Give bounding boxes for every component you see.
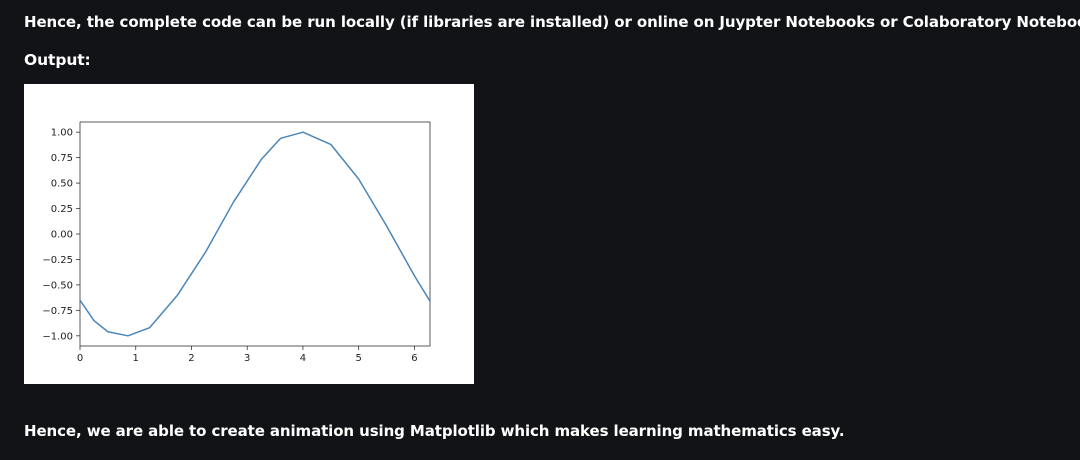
x-tick-label: 5: [355, 353, 361, 364]
output-label: Output:: [24, 51, 91, 69]
intro-paragraph: Hence, the complete code can be run loca…: [24, 13, 1080, 31]
x-tick-label: 3: [244, 353, 250, 364]
y-tick-label: −1.00: [42, 331, 73, 342]
x-tick-label: 0: [77, 353, 83, 364]
x-tick-label: 1: [133, 353, 139, 364]
plot-frame: [79, 121, 431, 347]
y-tick-label: 0.00: [51, 230, 73, 241]
y-tick-label: 0.50: [51, 179, 73, 190]
x-tick-label: 2: [188, 353, 194, 364]
y-tick-label: 0.75: [51, 153, 73, 164]
y-tick-label: −0.25: [42, 255, 73, 266]
output-figure: 1.00 0.75 0.50 0.25 0.00 −0.25 −0.50 −0.75 −1.00…: [24, 84, 474, 384]
sine-series-line: [79, 131, 431, 337]
outro-paragraph: Hence, we are able to create animation u…: [24, 422, 845, 440]
y-tick-label: 0.25: [51, 204, 73, 215]
y-tick-label: −0.50: [42, 280, 73, 291]
y-tick-label: 1.00: [51, 128, 73, 139]
x-tick-label: 4: [300, 353, 306, 364]
line-chart: 1.00 0.75 0.50 0.25 0.00 −0.25 −0.50 −0.75 −1.00…: [42, 121, 431, 364]
x-tick-label: 6: [411, 353, 417, 364]
y-tick-label: −0.75: [42, 306, 73, 317]
